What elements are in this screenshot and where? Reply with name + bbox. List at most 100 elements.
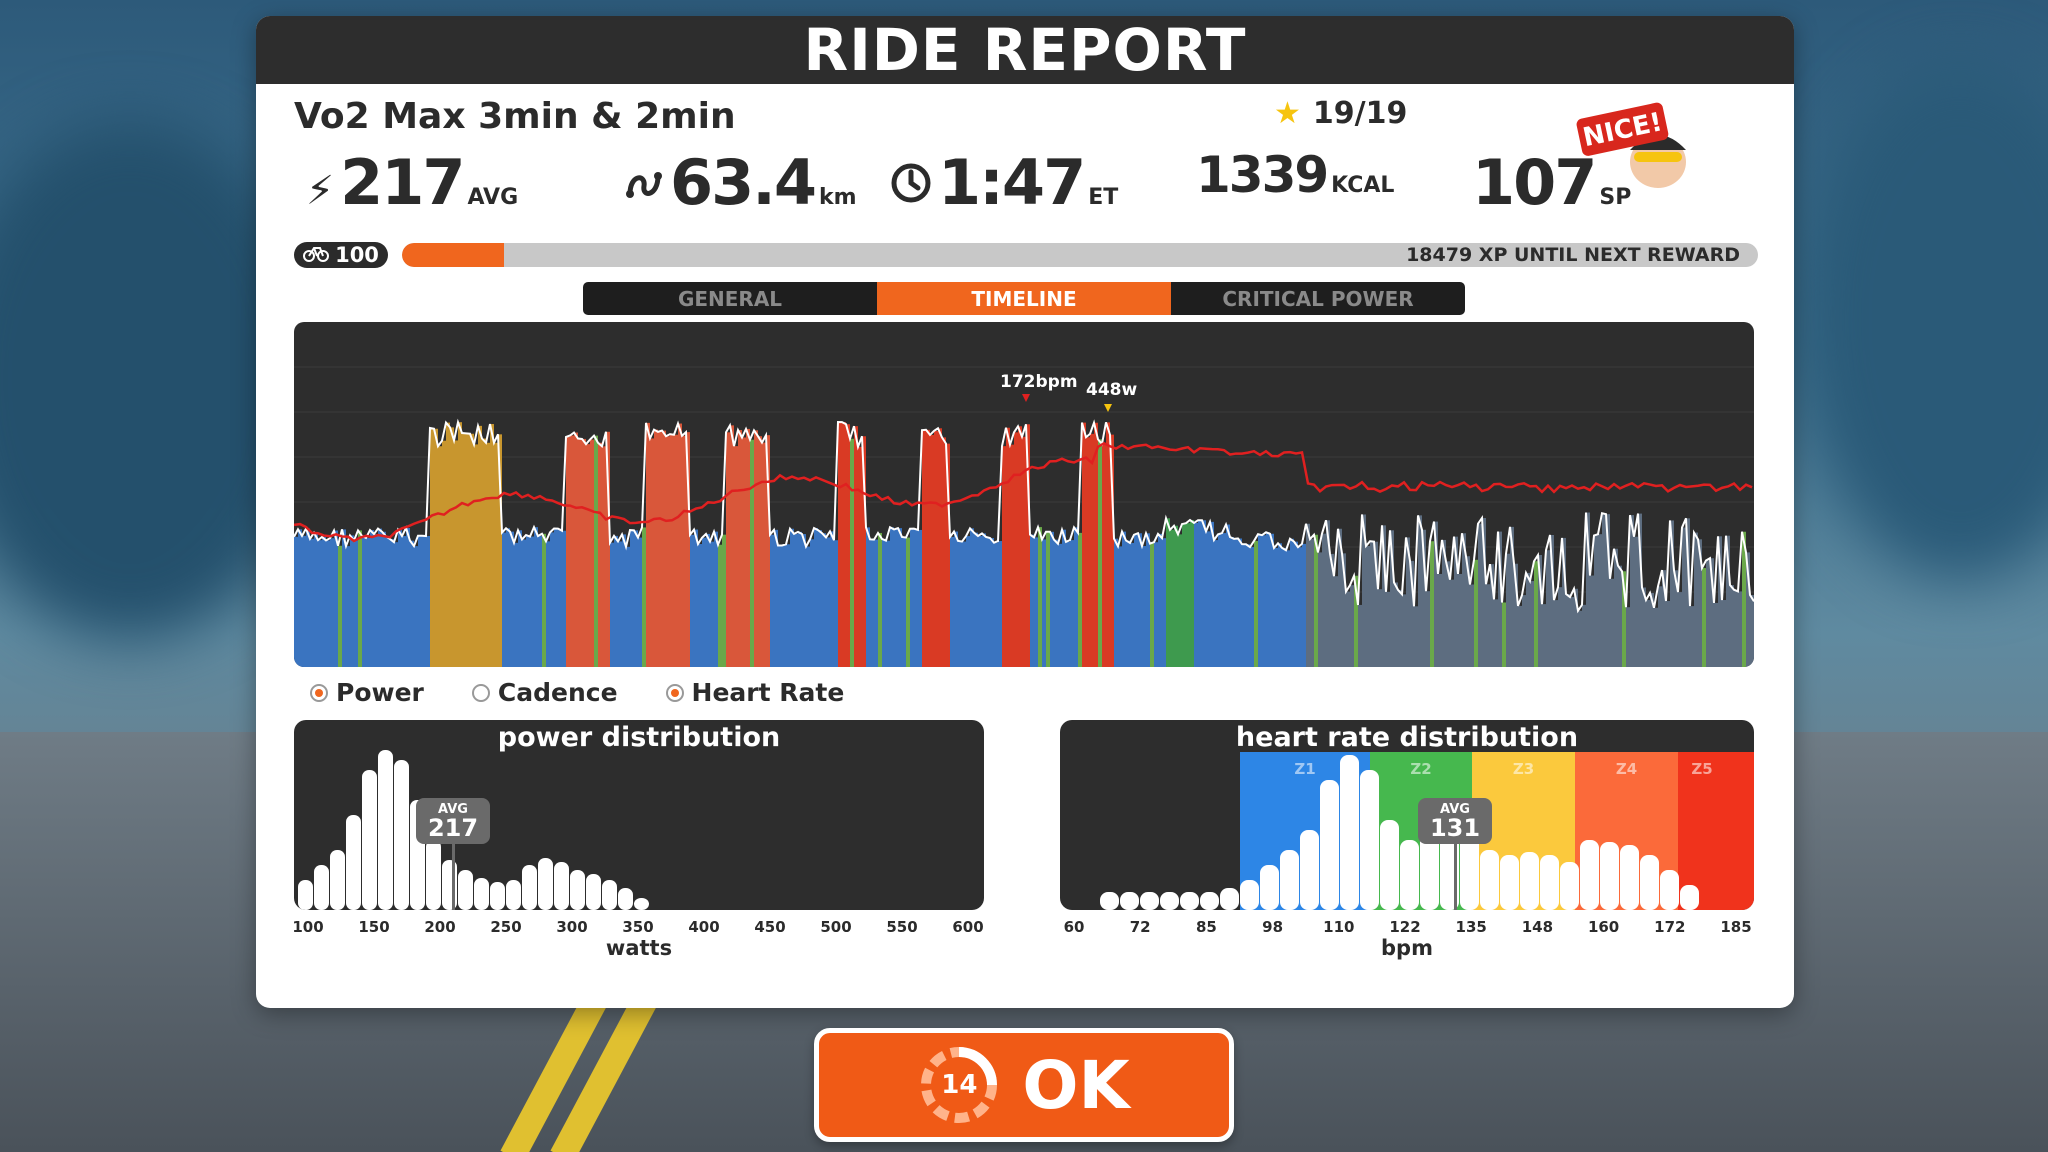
hr-avg-value: 131 <box>1429 813 1481 842</box>
dist-tick-label: 185 <box>1720 918 1752 936</box>
power-avg-marker: AVG 217 <box>416 798 490 844</box>
timeline-legend: Power Cadence Heart Rate <box>310 678 844 707</box>
tab-timeline[interactable]: TIMELINE <box>877 282 1171 315</box>
hr-avg-marker: AVG 131 <box>1418 798 1492 844</box>
power-distribution: power distribution AVG 217 100 150 200 250 3… <box>292 704 984 960</box>
legend-cadence-radio[interactable] <box>471 683 490 702</box>
stat-time-unit: ET <box>1088 185 1119 210</box>
hr-distribution-chart: heart rate distribution Z1 Z2 Z3 Z4 Z5 <box>1060 720 1754 910</box>
legend-cadence[interactable]: Cadence <box>471 678 618 707</box>
dist-tick-label: 400 <box>688 918 720 936</box>
dist-tick-label: 160 <box>1587 918 1620 936</box>
tab-critical-power[interactable]: CRITICAL POWER <box>1222 286 1414 311</box>
star-icon: ★ <box>1274 96 1301 131</box>
power-avg-label: AVG <box>438 801 468 817</box>
peak-power-label: 448w <box>1086 380 1138 400</box>
legend-hr-radio[interactable] <box>665 683 684 702</box>
panel-header: RIDE REPORT <box>256 16 1794 84</box>
dist-tick-label: 200 <box>424 918 456 936</box>
dist-tick-label: 122 <box>1389 918 1421 936</box>
dist-tick-label: 72 <box>1129 918 1151 936</box>
legend-power-radio[interactable] <box>310 683 328 702</box>
hr-avg-label: AVG <box>1440 801 1470 817</box>
dist-tick-label: 60 <box>1063 918 1085 936</box>
dist-tick-label: 550 <box>886 918 918 936</box>
dist-tick-label: 100 <box>292 918 324 936</box>
legend-cadence-label: Cadence <box>497 678 618 707</box>
workout-stars: ★ 19/19 <box>1274 96 1407 131</box>
power-distribution-chart: power distribution <box>294 720 984 910</box>
dist-tick-label: 150 <box>358 918 390 936</box>
stat-power-value: 217 <box>340 146 465 219</box>
svg-text:Z3: Z3 <box>1513 760 1534 778</box>
power-distribution-xlabel: watts <box>605 936 673 960</box>
page-title: RIDE REPORT <box>803 16 1247 84</box>
power-distribution-ticks: 100 150 200 250 300 350 400 450 500 550 600 <box>292 918 984 938</box>
svg-text:Z5: Z5 <box>1691 760 1712 778</box>
stat-distance: 63.4 km <box>624 146 857 219</box>
stats-row: ⚡ 217 AVG 63.4 km 1:47 ET 1339 KCAL 107 … <box>292 146 1758 226</box>
xp-bar-fill <box>402 243 504 267</box>
dist-tick-label: 98 <box>1262 918 1284 936</box>
stat-distance-value: 63.4 <box>670 146 817 219</box>
svg-text:Z2: Z2 <box>1410 760 1431 778</box>
ride-report-panel: RIDE REPORT Vo2 Max 3min & 2min ★ 19/19 … <box>256 16 1794 1008</box>
hr-distribution-ticks: 60 72 85 98 110 122 135 148 160 172 185 <box>1060 918 1754 938</box>
timeline-chart: 172bpm 448w <box>294 322 1754 667</box>
ok-button-label: OK <box>1022 1046 1130 1124</box>
stat-sp-value: 107 <box>1472 146 1597 219</box>
dist-tick-label: 300 <box>556 918 588 936</box>
legend-heart-rate[interactable]: Heart Rate <box>665 678 845 707</box>
xp-progress: 100 18479 XP UNTIL NEXT REWARD <box>294 242 1758 268</box>
legend-power[interactable]: Power <box>310 678 424 707</box>
dist-tick-label: 148 <box>1521 918 1554 936</box>
ok-button[interactable]: 14 OK <box>814 1028 1234 1142</box>
svg-text:Z4: Z4 <box>1616 760 1637 778</box>
stat-sp-unit: SP <box>1599 185 1632 210</box>
dist-tick-label: 250 <box>490 918 522 936</box>
stat-calories: 1339 KCAL <box>1196 146 1394 204</box>
dist-tick-label: 450 <box>754 918 786 936</box>
stat-power: ⚡ 217 AVG <box>306 146 518 219</box>
countdown-value: 14 <box>941 1070 978 1100</box>
route-icon <box>624 164 664 214</box>
hr-avg-line <box>1454 844 1457 910</box>
stat-calories-value: 1339 <box>1196 146 1329 204</box>
nice-badge: NICE! <box>1574 100 1692 190</box>
xp-text: 18479 XP UNTIL NEXT REWARD <box>1406 244 1740 266</box>
tab-general[interactable]: GENERAL <box>677 286 783 311</box>
stat-power-unit: AVG <box>467 185 519 210</box>
stat-sport-points: 107 SP <box>1472 146 1631 219</box>
level-pill: 100 <box>294 242 388 268</box>
power-area <box>294 422 1754 667</box>
countdown-timer: 14 <box>918 1044 1000 1126</box>
dist-tick-label: 110 <box>1323 918 1355 936</box>
svg-text:Z1: Z1 <box>1294 760 1315 778</box>
legend-power-label: Power <box>336 678 424 707</box>
bike-icon <box>303 243 330 267</box>
dist-tick-label: 85 <box>1195 918 1217 936</box>
dist-tick-label: 500 <box>820 918 852 936</box>
power-avg-value: 217 <box>427 813 479 842</box>
lightning-icon: ⚡ <box>306 168 335 214</box>
stat-calories-unit: KCAL <box>1331 173 1395 198</box>
power-avg-line <box>452 844 455 910</box>
power-distribution-title: power distribution <box>497 722 781 753</box>
stars-count: 19/19 <box>1312 96 1408 131</box>
dist-tick-label: 172 <box>1654 918 1686 936</box>
dist-tick-label: 135 <box>1455 918 1487 936</box>
xp-bar: 18479 XP UNTIL NEXT REWARD <box>402 243 1758 267</box>
workout-title: Vo2 Max 3min & 2min <box>294 96 736 137</box>
hr-distribution-title: heart rate distribution <box>1235 722 1579 753</box>
dist-tick-label: 600 <box>952 918 984 936</box>
countdown-ring-icon <box>921 1047 998 1123</box>
avatar-icon: NICE! <box>1576 102 1686 188</box>
stat-time: 1:47 ET <box>890 146 1118 219</box>
clock-icon <box>890 162 932 214</box>
stat-distance-unit: km <box>818 185 857 210</box>
level-value: 100 <box>335 243 379 267</box>
legend-hr-label: Heart Rate <box>691 678 845 707</box>
peak-hr-label: 172bpm <box>1000 372 1078 392</box>
hr-distribution: heart rate distribution Z1 Z2 Z3 Z4 Z5 AVG 1… <box>1060 704 1754 960</box>
report-tabs: GENERAL TIMELINE CRITICAL POWER <box>583 282 1465 315</box>
